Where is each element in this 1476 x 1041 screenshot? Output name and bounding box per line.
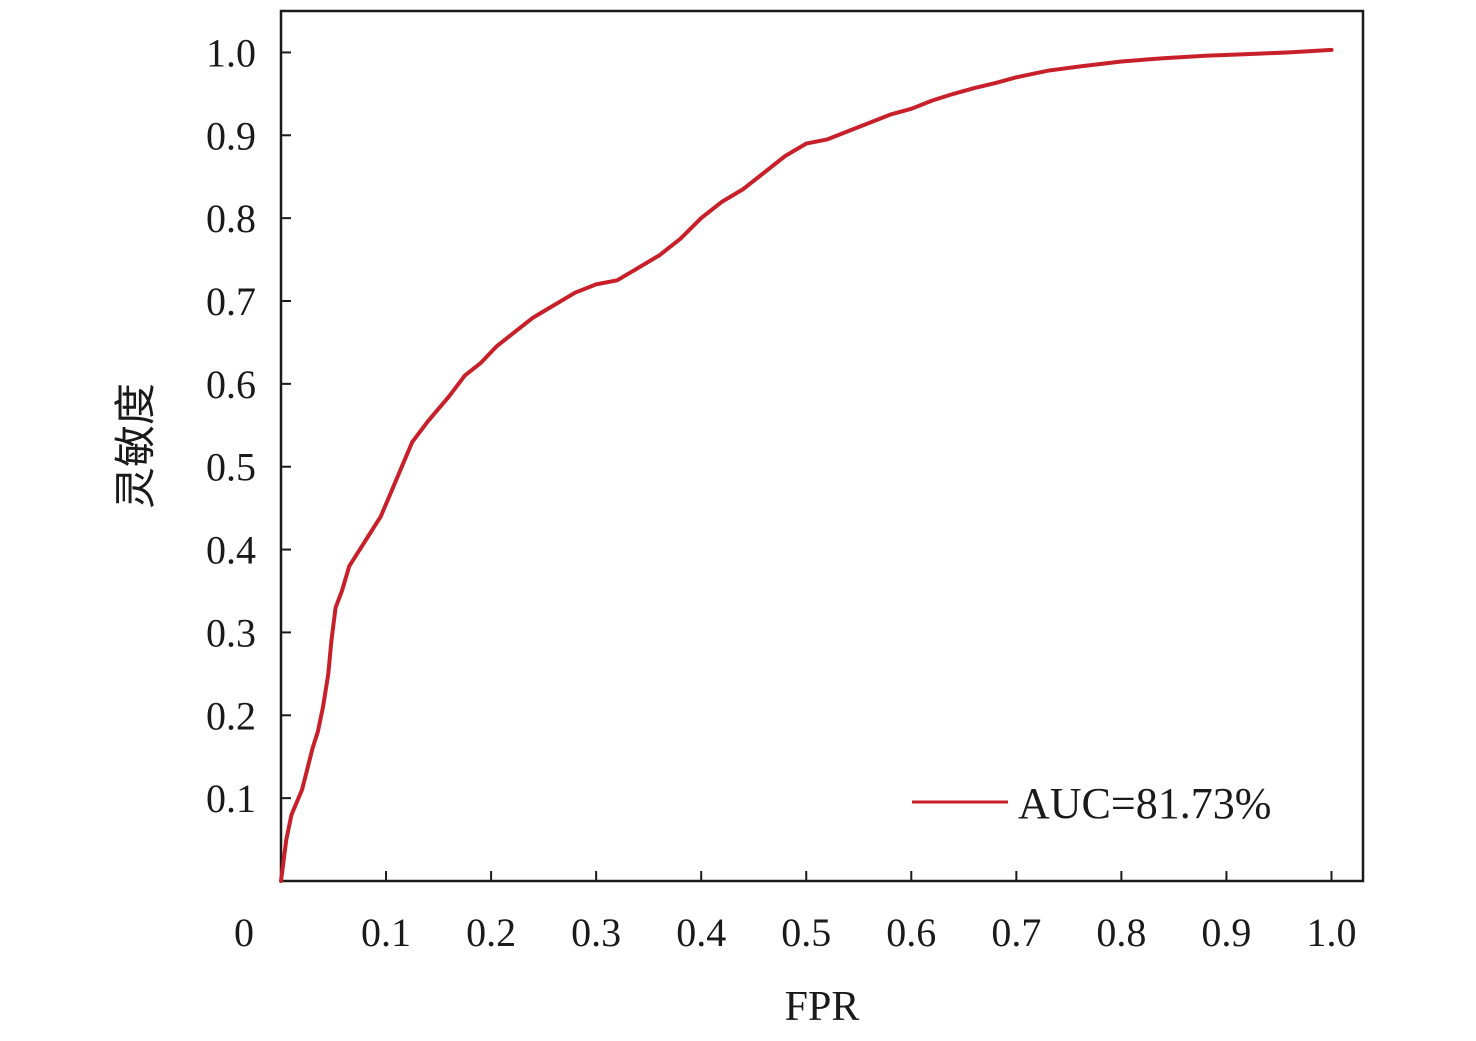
plot-frame [279, 9, 1365, 883]
x-tick-label: 0 [234, 910, 254, 955]
y-tick-label: 0.8 [206, 196, 256, 241]
y-tick-label: 1.0 [206, 30, 256, 75]
y-tick-label: 0.2 [206, 693, 256, 738]
x-axis-title: FPR [785, 984, 860, 1030]
x-tick-label: 0.2 [466, 910, 516, 955]
x-tick-label: 0.5 [781, 910, 831, 955]
y-tick-label: 0.3 [206, 610, 256, 655]
x-tick-label: 0.3 [571, 910, 621, 955]
y-tick-label: 0.6 [206, 362, 256, 407]
x-tick-label: 0.4 [676, 910, 726, 955]
x-tick-label: 0.9 [1201, 910, 1251, 955]
x-tick-label: 0.8 [1096, 910, 1146, 955]
x-tick-label: 0.6 [886, 910, 936, 955]
roc-curve-line [279, 47, 1334, 883]
y-tick-label: 0.1 [206, 776, 256, 821]
x-tick-label: 0.1 [361, 910, 411, 955]
x-axis-ticks: 0 0.1 0.2 0.3 0.4 0.5 0.6 0.7 0.8 0.9 1.0 [234, 871, 1356, 955]
series-layer [279, 47, 1334, 883]
y-tick-label: 0.9 [206, 113, 256, 158]
x-tick-label: 0.7 [991, 910, 1041, 955]
legend-label: AUC=81.73% [1018, 779, 1271, 828]
y-tick-label: 0.5 [206, 445, 256, 490]
y-axis-ticks: 0.1 0.2 0.3 0.4 0.5 0.6 0.7 0.8 0.9 1.0 [206, 30, 291, 821]
x-tick-label: 1.0 [1306, 910, 1356, 955]
y-axis-title: 灵敏度 [114, 383, 160, 509]
y-tick-label: 0.4 [206, 528, 256, 573]
y-tick-label: 0.7 [206, 279, 256, 324]
legend: AUC=81.73% [912, 779, 1271, 828]
